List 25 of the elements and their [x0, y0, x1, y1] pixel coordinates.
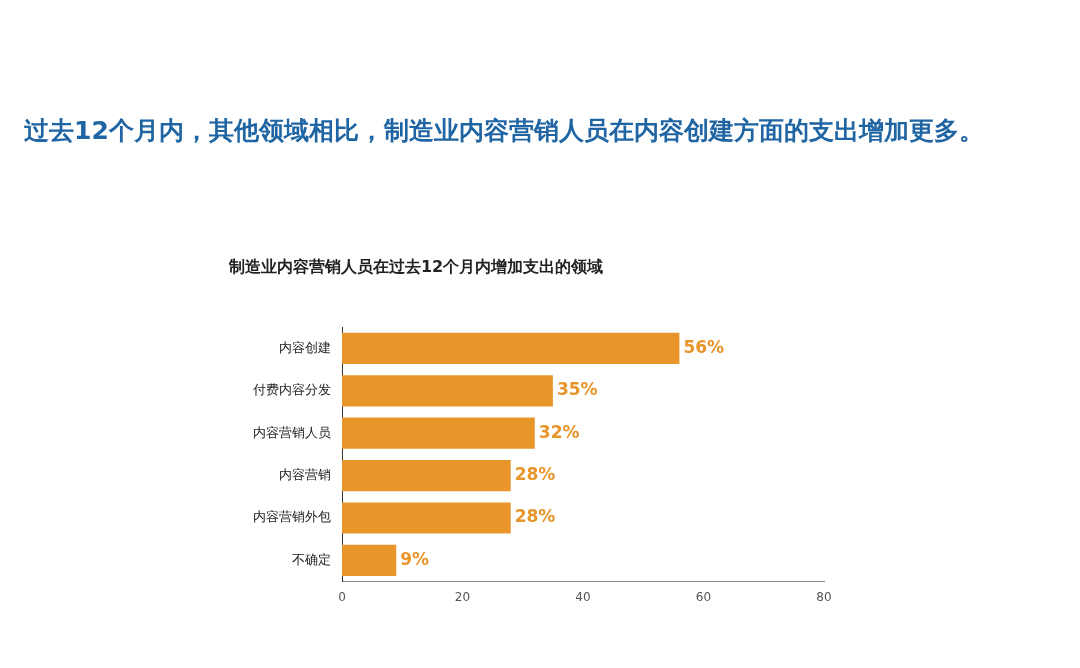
x-tick-label: 0: [338, 589, 346, 604]
x-tick-label: 40: [575, 589, 591, 604]
y-tick-label: 内容营销人员: [253, 424, 331, 440]
data-label: 35%: [556, 379, 598, 400]
data-label: 9%: [400, 548, 430, 569]
bar: [342, 417, 535, 449]
chart-subtitle: 过去12个月内，其他领域相比，制造业内容营销人员在内容创建方面的支出增加更多。: [23, 115, 985, 145]
y-tick-label: 内容创建: [279, 339, 331, 355]
y-tick-label: 内容营销: [279, 466, 331, 482]
y-tick-label: 不确定: [292, 551, 331, 567]
bar: [342, 460, 511, 492]
x-tick-label: 20: [454, 589, 471, 604]
y-tick-label: 付费内容分发: [252, 382, 331, 398]
data-label: 28%: [514, 506, 556, 527]
data-label: 32%: [538, 421, 580, 442]
bar: [342, 544, 397, 576]
x-tick-label: 80: [816, 589, 832, 604]
chart-title: 制造业内容营销人员在过去12个月内增加支出的领域: [227, 256, 604, 276]
bar: [342, 502, 511, 534]
bar: [342, 332, 680, 364]
data-label: 28%: [514, 464, 556, 485]
bar: [342, 375, 553, 407]
x-tick-label: 60: [695, 589, 712, 604]
y-tick-label: 内容营销外包: [253, 509, 331, 525]
data-label: 56%: [683, 336, 725, 357]
